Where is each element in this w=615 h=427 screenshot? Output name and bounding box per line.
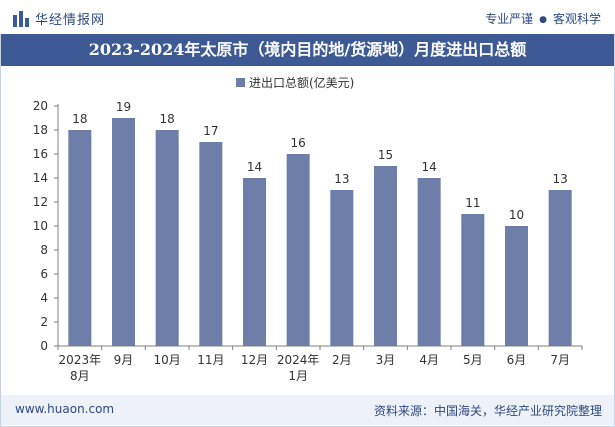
- x-tick-label: 9月: [114, 353, 134, 367]
- x-tick-labels: 2023年 8月 9月 10月 11月 12月 2024年 1月 2月 3月 4月 5月 6月 7月: [57, 346, 583, 383]
- data-label: 18: [160, 112, 175, 126]
- bar[interactable]: [286, 154, 310, 346]
- data-label: 10: [509, 208, 524, 222]
- title-bar: 2023-2024年太原市（境内目的地/货源地）月度进出口总额: [1, 34, 614, 66]
- axes: [57, 104, 582, 347]
- y-tick-label: 14: [33, 171, 48, 185]
- data-labels: 18 19 18 17 14 16 13 15 14 11 10 13: [72, 100, 568, 222]
- x-tick-label: 3月: [376, 353, 396, 367]
- y-tick-label: 10: [33, 219, 48, 233]
- bar[interactable]: [155, 130, 179, 346]
- x-tick-label: 10月: [154, 353, 181, 367]
- data-label: 13: [334, 172, 349, 186]
- y-tick-label: 12: [33, 195, 48, 209]
- footer: www.huaon.com 资料来源：中国海关，华经产业研究院整理: [1, 395, 614, 425]
- data-label: 15: [378, 148, 393, 162]
- data-label: 17: [203, 124, 218, 138]
- data-label: 16: [291, 136, 306, 150]
- y-tick-label: 20: [33, 99, 48, 113]
- bar[interactable]: [112, 118, 135, 346]
- legend-swatch: [236, 78, 245, 87]
- x-tick-label: 2023年 8月: [59, 353, 102, 383]
- logo[interactable]: 华经情报网: [13, 9, 105, 28]
- bar[interactable]: [374, 166, 397, 346]
- slogan: 专业严谨 ● 客观科学: [485, 10, 601, 27]
- website-link[interactable]: www.huaon.com: [15, 402, 115, 416]
- x-tick-label: 2024年 1月: [277, 353, 320, 383]
- x-tick-label: 7月: [550, 353, 570, 367]
- y-tick-labels: 0 2 4 6 8 10 12 14 16 18 20: [33, 99, 58, 353]
- legend: 进出口总额(亿美元): [236, 75, 354, 90]
- x-tick-label: 5月: [463, 353, 483, 367]
- x-tick-label: 11月: [197, 353, 224, 367]
- data-label: 14: [422, 160, 437, 174]
- data-source: 资料来源：中国海关，华经产业研究院整理: [373, 404, 602, 418]
- y-tick-label: 2: [40, 315, 48, 329]
- y-tick-label: 0: [40, 339, 48, 353]
- bar[interactable]: [68, 130, 92, 346]
- data-label: 11: [465, 196, 480, 210]
- x-tick-label: 2月: [332, 353, 352, 367]
- data-label: 19: [116, 100, 131, 114]
- bullet-icon: ●: [539, 15, 547, 25]
- chart-title: 2023-2024年太原市（境内目的地/货源地）月度进出口总额: [88, 40, 527, 59]
- y-tick-label: 8: [40, 243, 48, 257]
- bars: [68, 118, 572, 346]
- data-label: 18: [72, 112, 87, 126]
- slogan-right: 客观科学: [552, 12, 601, 26]
- bar[interactable]: [417, 178, 441, 346]
- logo-text: 华经情报网: [35, 13, 106, 28]
- legend-label: 进出口总额(亿美元): [249, 75, 354, 90]
- x-tick-label: 4月: [419, 353, 439, 367]
- bar[interactable]: [243, 178, 266, 346]
- bar[interactable]: [330, 190, 354, 346]
- slogan-left: 专业严谨: [485, 12, 534, 26]
- y-tick-label: 4: [40, 291, 48, 305]
- logo-icon: [13, 10, 29, 27]
- bar[interactable]: [505, 226, 528, 346]
- top-bar: 华经情报网 专业严谨 ● 客观科学: [0, 0, 615, 34]
- y-tick-label: 16: [33, 147, 48, 161]
- bar[interactable]: [548, 190, 572, 346]
- data-label: 13: [553, 172, 568, 186]
- x-tick-label: 12月: [241, 353, 268, 367]
- y-tick-label: 18: [33, 123, 48, 137]
- bar[interactable]: [461, 214, 485, 346]
- x-tick-label: 6月: [507, 353, 527, 367]
- bar[interactable]: [199, 142, 223, 346]
- y-tick-label: 6: [40, 267, 48, 281]
- data-label: 14: [247, 160, 262, 174]
